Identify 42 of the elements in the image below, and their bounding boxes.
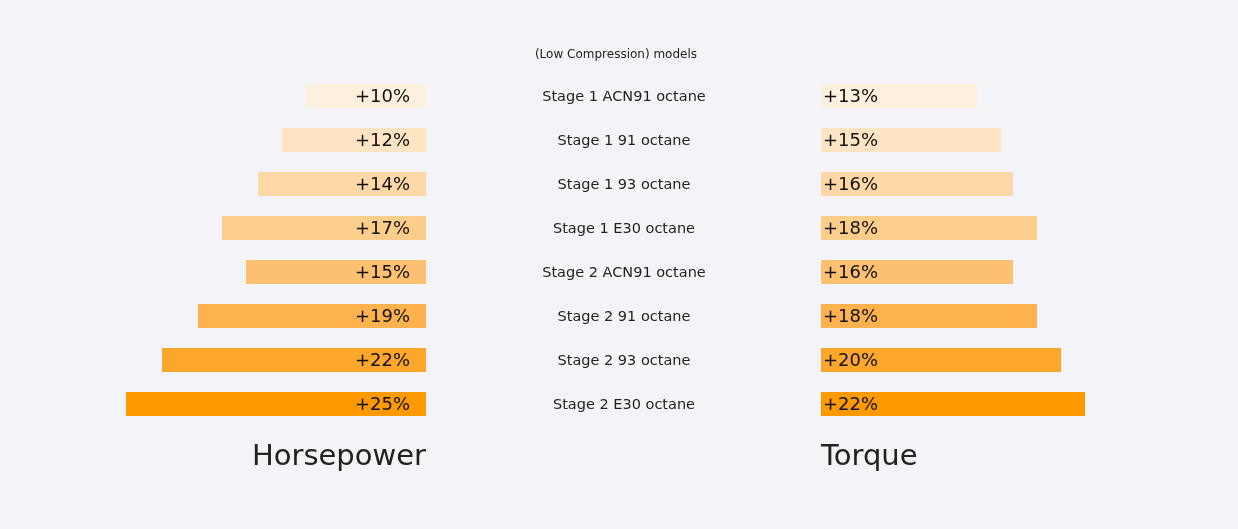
data-label: +18% <box>823 217 879 239</box>
bar <box>162 348 426 372</box>
y-tick-label: Stage 1 91 octane <box>557 132 691 149</box>
bar <box>246 260 426 284</box>
bar <box>821 128 1001 152</box>
data-label: +18% <box>823 305 879 327</box>
bar <box>258 172 426 196</box>
bar <box>821 392 1085 416</box>
data-label: +16% <box>823 261 879 283</box>
bar <box>821 172 1013 196</box>
data-label: +16% <box>823 173 879 195</box>
y-tick-label: Stage 2 93 octane <box>557 352 691 369</box>
data-label: +20% <box>823 349 879 371</box>
bar <box>821 216 1037 240</box>
text: (Low Compression) models <box>534 47 698 62</box>
bar <box>126 392 426 416</box>
bar <box>821 348 1061 372</box>
bar <box>821 84 977 108</box>
data-label: +22% <box>354 349 410 371</box>
y-tick-label: Stage 2 E30 octane <box>552 396 696 413</box>
x-axis-title: Torque <box>820 438 918 473</box>
data-label: +12% <box>354 129 410 151</box>
bar <box>821 304 1037 328</box>
y-tick-label: Stage 2 91 octane <box>557 308 691 325</box>
bar <box>222 216 426 240</box>
bar <box>198 304 426 328</box>
y-tick-label: Stage 1 93 octane <box>557 176 691 193</box>
data-label: +17% <box>354 217 410 239</box>
data-label: +15% <box>823 129 879 151</box>
data-label: +10% <box>354 85 410 107</box>
data-label: +25% <box>354 393 410 415</box>
data-label: +22% <box>823 393 879 415</box>
bar <box>282 128 426 152</box>
data-label: +14% <box>354 173 410 195</box>
y-tick-label: Stage 1 ACN91 octane <box>542 88 706 105</box>
x-axis-title: Horsepower <box>251 438 427 473</box>
y-tick-label: Stage 1 E30 octane <box>552 220 696 237</box>
data-label: +13% <box>823 85 879 107</box>
data-label: +19% <box>354 305 410 327</box>
y-tick-label: Stage 2 ACN91 octane <box>542 264 706 281</box>
bar <box>821 260 1013 284</box>
data-label: +15% <box>354 261 410 283</box>
